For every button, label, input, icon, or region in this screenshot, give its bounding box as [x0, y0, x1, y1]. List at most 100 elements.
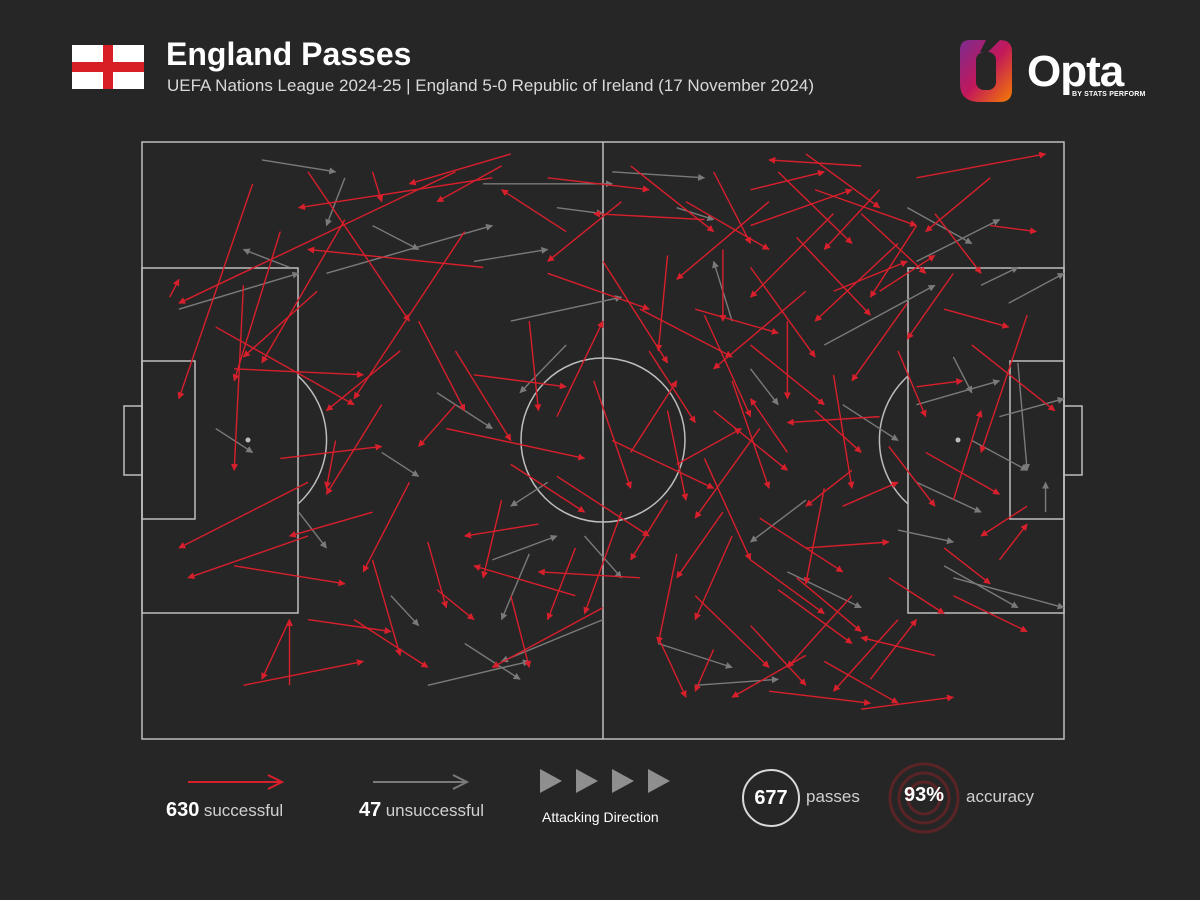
- successful-pass-arrow: [750, 213, 834, 298]
- accuracy-label: accuracy: [966, 787, 1035, 806]
- successful-pass-arrow: [777, 171, 853, 244]
- brand-tagline: BY STATS PERFORM: [1072, 91, 1146, 98]
- successful-pass-arrow: [916, 151, 1047, 179]
- successful-pass-arrow: [888, 446, 936, 507]
- successful-count: 630: [166, 799, 200, 821]
- successful-pass-arrow: [676, 427, 742, 465]
- unsuccessful-pass-arrow: [510, 295, 623, 322]
- unsuccessful-pass-arrow: [261, 159, 337, 175]
- successful-pass-arrow: [925, 177, 991, 233]
- successful-pass-arrow: [759, 517, 844, 573]
- successful-pass-arrow: [934, 213, 982, 274]
- successful-pass-arrow: [611, 439, 715, 489]
- successful-pass-arrow: [980, 505, 1028, 537]
- unsuccessful-pass-arrow: [749, 368, 779, 406]
- successful-pass-arrow: [547, 201, 622, 262]
- successful-pass-arrow: [971, 344, 1056, 412]
- attacking-direction-label: Attacking Direction: [542, 809, 659, 825]
- successful-pass-arrow: [593, 380, 632, 489]
- successful-pass-arrow: [694, 535, 733, 621]
- successful-pass-arrow: [676, 201, 770, 280]
- unsuccessful-pass-arrow: [584, 535, 622, 579]
- unsuccessful-pass-arrow: [519, 344, 567, 394]
- successful-pass-arrow: [242, 290, 318, 358]
- successful-passes: [169, 151, 1056, 710]
- unsuccessful-pass-arrow: [492, 534, 558, 561]
- accuracy-value: 93%: [903, 784, 945, 806]
- successful-pass-arrow: [261, 619, 291, 680]
- unsuccessful-pass-arrow: [916, 481, 982, 513]
- successful-pass-arrow: [243, 659, 364, 686]
- successful-pass-arrow: [547, 272, 650, 311]
- successful-pass-arrow: [731, 654, 807, 698]
- successful-pass-arrow: [695, 308, 779, 335]
- successful-pass-arrow: [796, 237, 871, 316]
- successful-pass-arrow: [537, 568, 640, 579]
- successful-pass-arrow: [906, 272, 954, 340]
- unsuccessful-count: 47: [359, 799, 382, 821]
- successful-pass-arrow: [417, 320, 466, 412]
- successful-pass-arrow: [713, 410, 788, 471]
- unsuccessful-pass-arrow: [999, 397, 1065, 418]
- successful-pass-arrow: [178, 481, 309, 549]
- successful-pass-arrow: [916, 378, 964, 388]
- successful-pass-arrow: [860, 213, 927, 274]
- successful-pass-arrow: [436, 165, 502, 203]
- page-subtitle: UEFA Nations League 2024-25 | England 5-…: [167, 76, 815, 95]
- successful-pass-arrow: [556, 475, 650, 537]
- successful-pass-arrow: [500, 189, 567, 233]
- pitch-markings: [123, 141, 1083, 740]
- successful-pass-arrow: [796, 577, 862, 633]
- successful-pass-arrow: [842, 481, 899, 507]
- successful-pass-arrow: [750, 344, 825, 406]
- unsuccessful-pass-arrow: [787, 571, 862, 609]
- successful-pass-arrow: [639, 308, 733, 358]
- successful-pass-arrow: [546, 547, 576, 621]
- successful-pass-arrow: [307, 618, 392, 635]
- successful-pass-arrow: [694, 595, 770, 668]
- unsuccessful-pass-arrow: [612, 171, 706, 181]
- successful-pass-arrow: [446, 427, 586, 461]
- passes-label: passes: [806, 787, 860, 806]
- unsuccessful-pass-arrow: [695, 676, 779, 686]
- successful-pass-arrow: [288, 511, 373, 538]
- successful-pass-arrow: [897, 350, 927, 418]
- successful-pass-arrow: [832, 619, 899, 692]
- legend-unsuccessful: 47 unsuccessful: [359, 799, 484, 822]
- successful-pass-arrow: [177, 183, 254, 400]
- page-title: England Passes: [166, 36, 412, 72]
- unsuccessful-pass-arrow: [1017, 362, 1031, 472]
- successful-pass-arrow: [749, 266, 816, 358]
- successful-pass-arrow: [280, 443, 383, 460]
- successful-pass-arrow: [464, 523, 539, 539]
- successful-pass-arrow: [823, 189, 881, 250]
- successful-pass-arrow: [408, 153, 511, 186]
- england-flag-icon: [72, 45, 144, 89]
- successful-pass-arrow: [979, 314, 1028, 454]
- unsuccessful-pass-arrow: [500, 618, 604, 663]
- successful-pass-arrow: [231, 285, 245, 472]
- successful-pass-arrow: [473, 374, 567, 390]
- successful-label: successful: [203, 801, 284, 820]
- successful-pass-arrow: [187, 535, 309, 580]
- unsuccessful-pass-arrow: [215, 427, 254, 454]
- pass-map-pitch: [123, 141, 1083, 740]
- successful-pass-arrow: [832, 374, 855, 489]
- successful-pass-arrow: [777, 589, 853, 645]
- successful-pass-arrow: [803, 488, 825, 585]
- successful-pass-arrow: [879, 254, 936, 292]
- successful-pass-arrow: [234, 565, 346, 587]
- successful-pass-arrow: [953, 595, 1028, 633]
- successful-pass-arrow: [823, 660, 899, 704]
- successful-pass-arrow: [547, 177, 650, 193]
- successful-pass-arrow: [234, 368, 364, 379]
- unsuccessful-pass-arrow: [842, 404, 899, 442]
- successful-pass-arrow: [869, 619, 918, 680]
- successful-pass-arrow: [768, 690, 872, 706]
- brand-name: Opta: [1027, 47, 1124, 96]
- successful-pass-arrow: [943, 547, 991, 585]
- successful-pass-arrow: [556, 320, 604, 417]
- unsuccessful-pass-arrow: [971, 439, 1028, 471]
- successful-pass-arrow: [694, 428, 761, 519]
- unsuccessful-pass-arrow: [510, 481, 549, 507]
